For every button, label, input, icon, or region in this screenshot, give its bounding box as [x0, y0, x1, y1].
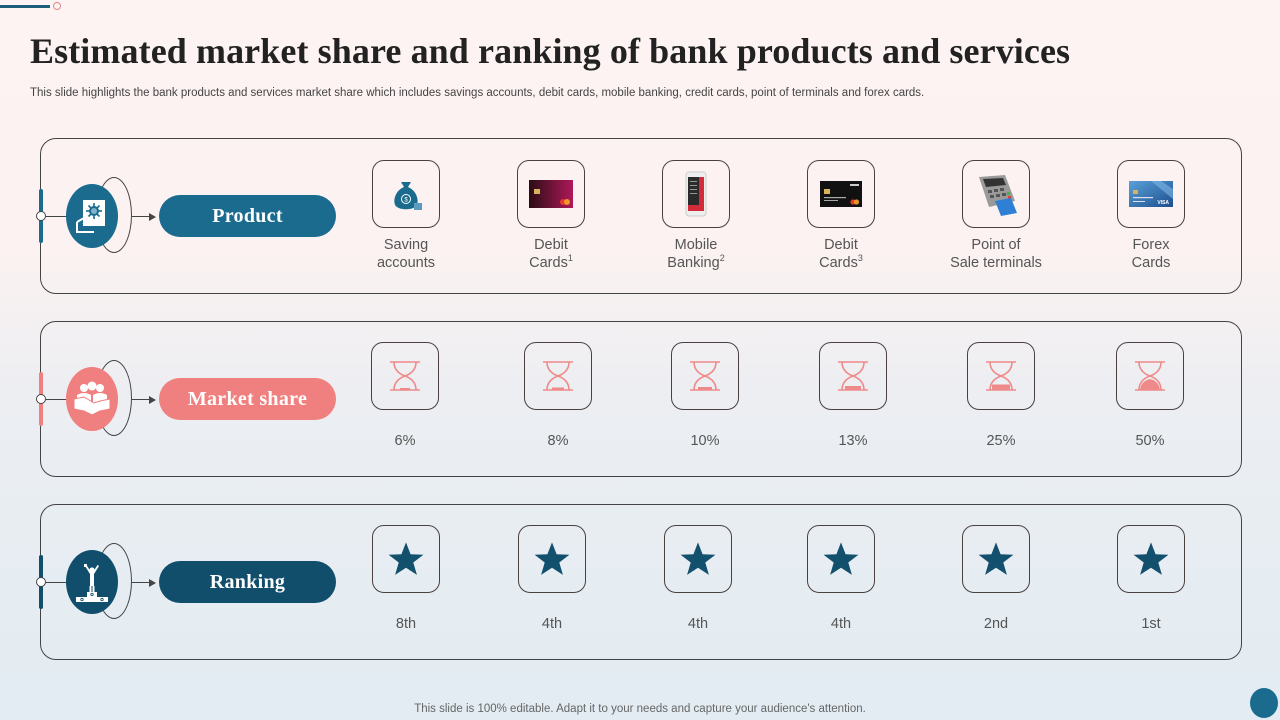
slide-subtitle: This slide highlights the bank products …: [30, 87, 925, 99]
ranking-item: 8th: [346, 525, 466, 633]
market-share-item: 6%: [345, 342, 465, 450]
mobile-phone-icon: [662, 160, 730, 228]
product-item-pos-terminals: Point of Sale terminals: [936, 160, 1056, 272]
arrow-head-icon: [149, 578, 156, 587]
hourglass-icon: [1116, 342, 1184, 410]
side-node: [36, 394, 46, 404]
product-item-debit-cards-1: Debit Cards1: [491, 160, 611, 272]
hourglass-icon: [967, 342, 1035, 410]
arrow-head-icon: [149, 395, 156, 404]
slide-title: Estimated market share and ranking of ba…: [30, 31, 1071, 71]
market-share-item: 50%: [1090, 342, 1210, 450]
handshake-group-icon: [66, 367, 118, 431]
star-icon: [962, 525, 1030, 593]
top-accent-bar: [0, 5, 50, 8]
arrow-line: [132, 582, 152, 584]
debit-card-icon: [807, 160, 875, 228]
product-panel: Product $ Saving accounts Debit Cards1: [36, 138, 1242, 294]
forex-card-icon: VISA: [1117, 160, 1185, 228]
product-item-saving-accounts: $ Saving accounts: [346, 160, 466, 272]
market-share-item: 13%: [793, 342, 913, 450]
star-icon: [372, 525, 440, 593]
arrow-head-icon: [149, 212, 156, 221]
market-share-item: 10%: [645, 342, 765, 450]
product-item-forex-cards: VISA Forex Cards: [1091, 160, 1211, 272]
hourglass-icon: [671, 342, 739, 410]
arrow-line: [132, 399, 152, 401]
hourglass-icon: [819, 342, 887, 410]
ranking-item: 2nd: [936, 525, 1056, 633]
ranking-pill: Ranking: [159, 561, 336, 603]
hourglass-icon: [371, 342, 439, 410]
hourglass-icon: [524, 342, 592, 410]
connector-line: [46, 399, 68, 401]
hand-gear-document-icon: [66, 184, 118, 248]
ranking-item: 4th: [638, 525, 758, 633]
ranking-item: 4th: [492, 525, 612, 633]
podium-winner-icon: [66, 550, 118, 614]
market-share-item: 25%: [941, 342, 1061, 450]
market-share-panel: Market share 6% 8% 10% 13% 25% 50%: [36, 321, 1242, 477]
arrow-line: [132, 216, 152, 218]
corner-decoration-dot: [1250, 688, 1278, 718]
footer-note: This slide is 100% editable. Adapt it to…: [414, 703, 866, 715]
market-share-pill: Market share: [159, 378, 336, 420]
product-pill: Product: [159, 195, 336, 237]
product-item-mobile-banking: Mobile Banking2: [636, 160, 756, 272]
star-icon: [1117, 525, 1185, 593]
market-share-item: 8%: [498, 342, 618, 450]
svg-text:VISA: VISA: [1157, 200, 1169, 206]
ranking-item: 1st: [1091, 525, 1211, 633]
connector-line: [46, 582, 68, 584]
ranking-panel: Ranking 8th 4th 4th 4th 2nd 1st: [36, 504, 1242, 660]
side-node: [36, 211, 46, 221]
connector-line: [46, 216, 68, 218]
star-icon: [664, 525, 732, 593]
star-icon: [518, 525, 586, 593]
pos-terminal-icon: [962, 160, 1030, 228]
ranking-item: 4th: [781, 525, 901, 633]
side-node: [36, 577, 46, 587]
debit-card-icon: [517, 160, 585, 228]
svg-text:$: $: [404, 198, 408, 204]
top-accent-dot: [53, 2, 61, 10]
money-bag-icon: $: [372, 160, 440, 228]
star-icon: [807, 525, 875, 593]
product-item-debit-cards-3: Debit Cards3: [781, 160, 901, 272]
